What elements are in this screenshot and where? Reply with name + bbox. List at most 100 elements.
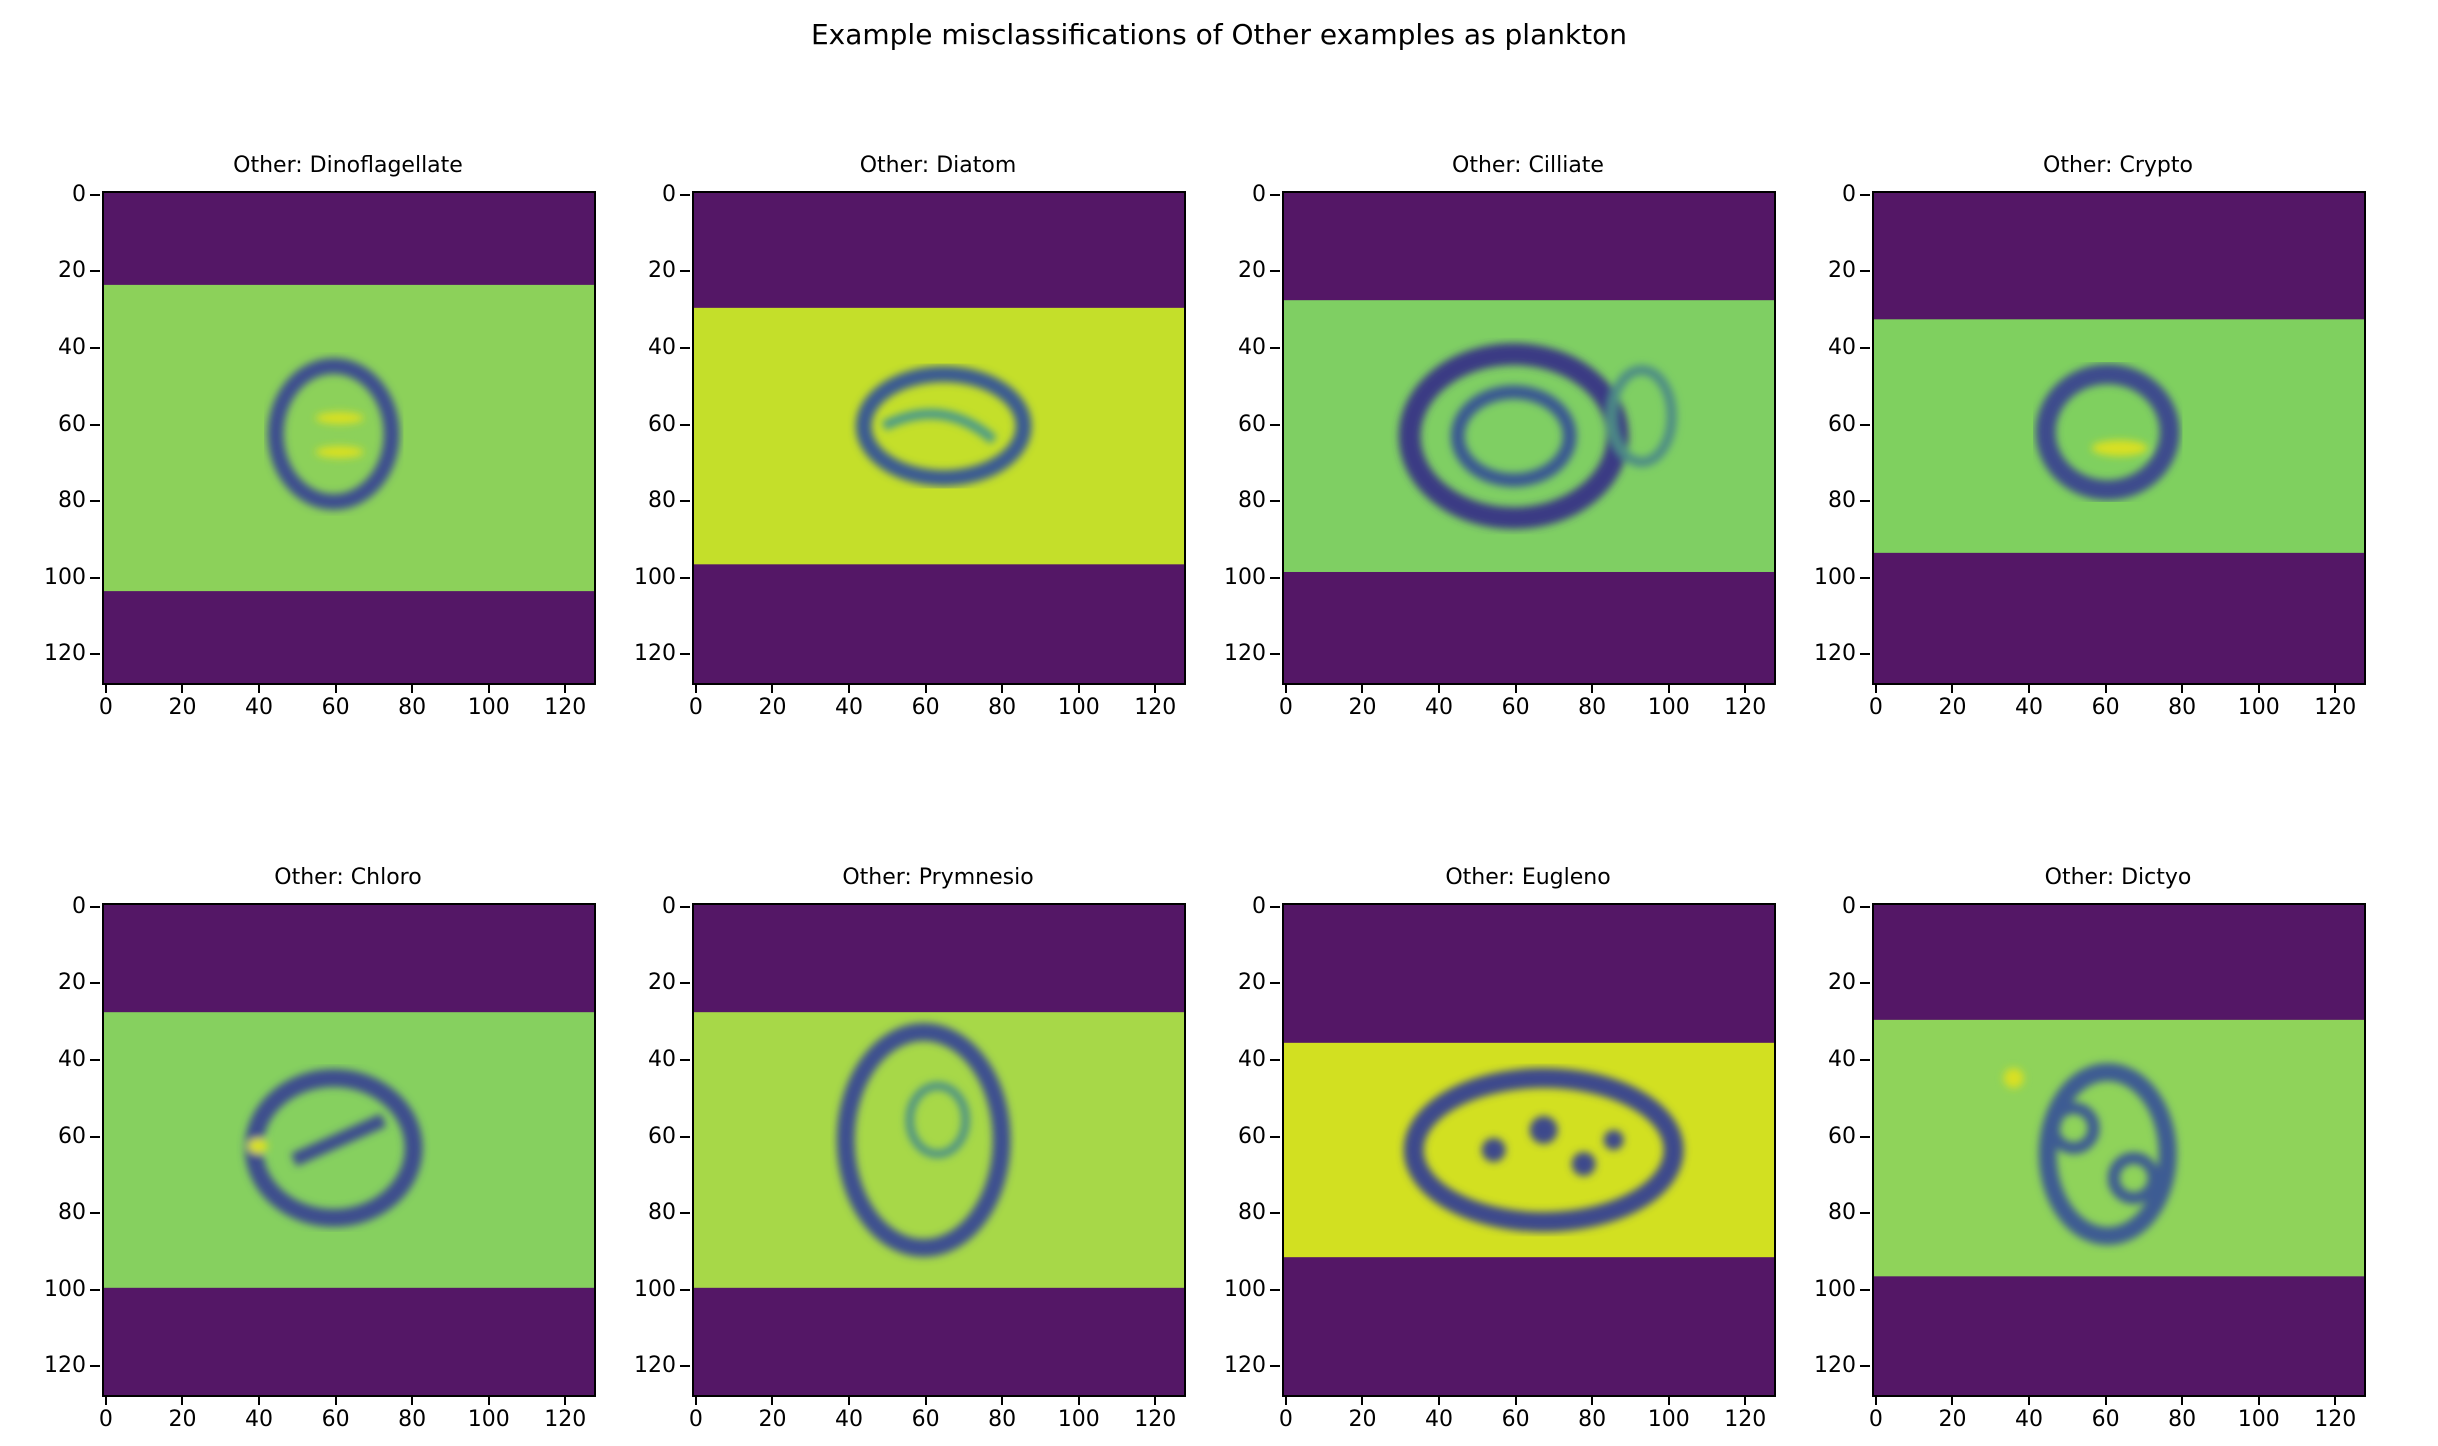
y-tick-label: 120	[634, 1353, 676, 1379]
y-tick-label: 60	[1238, 1123, 1266, 1149]
y-tick	[680, 423, 690, 426]
y-tick	[90, 423, 100, 426]
x-tick	[2257, 683, 2260, 693]
x-tick	[1077, 1395, 1080, 1405]
y-tick	[90, 653, 100, 656]
x-tick-label: 20	[168, 695, 197, 720]
y-tick-label: 100	[1224, 564, 1266, 590]
x-tick	[1874, 683, 1877, 693]
y-tick	[1270, 1212, 1280, 1215]
y-tick-label: 20	[648, 970, 676, 996]
x-tick-label: 100	[1647, 1407, 1690, 1432]
x-tick	[2257, 1395, 2260, 1405]
x-tick-label: 0	[1868, 1407, 1883, 1432]
y-tick-label: 20	[58, 970, 86, 996]
panel-crypto: Other: Crypto 0 0 20 20 40 40 60 60 80 80 100 100 120…	[1814, 153, 2366, 719]
panel-eugleno: Other: Eugleno 0 0 20 20 40 40 60 60 80 80 100 100 12…	[1224, 865, 1776, 1431]
y-tick	[1270, 193, 1280, 196]
y-tick	[1860, 1365, 1870, 1368]
x-tick-label: 80	[988, 1407, 1017, 1432]
panel-cilliate: Other: Cilliate 0 0 20 20 40 40 60 60 80 80 100 100 1…	[1224, 153, 1776, 719]
y-tick-label: 80	[58, 1200, 86, 1226]
x-tick	[104, 1395, 107, 1405]
panel-title: Other: Dictyo	[2044, 865, 2192, 890]
x-tick-label: 60	[911, 695, 940, 720]
microscopy-image	[1872, 191, 2366, 685]
microscopy-image	[102, 903, 596, 1397]
x-tick-label: 0	[1278, 1407, 1293, 1432]
image-band	[694, 307, 1184, 565]
x-tick	[1438, 683, 1441, 693]
x-tick-label: 0	[1868, 695, 1883, 720]
y-tick	[1270, 347, 1280, 350]
y-tick-label: 120	[44, 641, 86, 667]
y-tick	[1860, 653, 1870, 656]
image-band	[1874, 319, 2364, 553]
panel-diatom: Other: Diatom 0 0 20 20 40 40 60 60 80 80 100 100 120…	[634, 153, 1186, 719]
x-tick-label: 120	[2314, 1407, 2357, 1432]
x-tick-label: 120	[544, 695, 587, 720]
x-tick-label: 80	[1578, 1407, 1607, 1432]
x-tick	[564, 1395, 567, 1405]
y-tick-label: 0	[662, 893, 676, 919]
y-tick-label: 40	[58, 1047, 86, 1073]
y-tick-label: 40	[648, 1047, 676, 1073]
y-tick-label: 100	[634, 564, 676, 590]
x-tick-label: 60	[1501, 695, 1530, 720]
x-tick	[2181, 1395, 2184, 1405]
x-tick-label: 100	[2237, 1407, 2280, 1432]
microscopy-image	[102, 191, 596, 685]
y-tick	[1270, 1135, 1280, 1138]
x-tick-label: 60	[321, 695, 350, 720]
x-tick	[848, 683, 851, 693]
x-tick-label: 0	[98, 695, 113, 720]
y-tick-label: 20	[648, 258, 676, 284]
x-tick	[2104, 683, 2107, 693]
y-tick-label: 60	[1238, 411, 1266, 437]
y-tick	[680, 576, 690, 579]
y-tick-label: 60	[58, 411, 86, 437]
y-tick	[1270, 270, 1280, 273]
x-tick	[487, 1395, 490, 1405]
panel-dictyo: Other: Dictyo 0 0 20 20 40 40 60 60 80 80 100 100 120…	[1814, 865, 2366, 1431]
x-tick	[2334, 1395, 2337, 1405]
x-tick	[1667, 683, 1670, 693]
y-tick-label: 60	[648, 1123, 676, 1149]
x-tick	[258, 1395, 261, 1405]
x-tick-label: 80	[398, 695, 427, 720]
y-tick-label: 20	[1828, 970, 1856, 996]
y-tick-label: 0	[1842, 181, 1856, 207]
x-tick-label: 100	[2237, 695, 2280, 720]
microscopy-image	[1872, 903, 2366, 1397]
panel-title: Other: Prymnesio	[842, 865, 1034, 890]
y-tick-label: 40	[58, 335, 86, 361]
y-tick	[90, 1288, 100, 1291]
image-band	[1284, 300, 1774, 572]
x-tick	[1284, 683, 1287, 693]
y-tick-label: 80	[1828, 488, 1856, 514]
x-tick-label: 0	[688, 695, 703, 720]
x-tick-label: 80	[1578, 695, 1607, 720]
image-band	[104, 1012, 594, 1288]
y-tick	[1860, 1212, 1870, 1215]
y-tick-label: 60	[1828, 411, 1856, 437]
x-tick	[1667, 1395, 1670, 1405]
y-tick	[90, 1135, 100, 1138]
x-tick	[487, 683, 490, 693]
x-tick	[1951, 683, 1954, 693]
y-tick-label: 80	[648, 1200, 676, 1226]
x-tick-label: 40	[835, 1407, 864, 1432]
x-tick-label: 120	[1724, 695, 1767, 720]
x-tick-label: 100	[1647, 695, 1690, 720]
x-tick	[1591, 1395, 1594, 1405]
y-tick-label: 40	[1828, 1047, 1856, 1073]
specimen	[855, 366, 1032, 487]
x-tick	[1361, 683, 1364, 693]
x-tick-label: 20	[1348, 695, 1377, 720]
x-tick-label: 80	[2168, 1407, 2197, 1432]
x-tick-label: 0	[1278, 695, 1293, 720]
specimen	[1398, 343, 1677, 530]
specimen	[2003, 1063, 2177, 1246]
y-tick	[1860, 347, 1870, 350]
panel-title: Other: Diatom	[859, 153, 1017, 178]
